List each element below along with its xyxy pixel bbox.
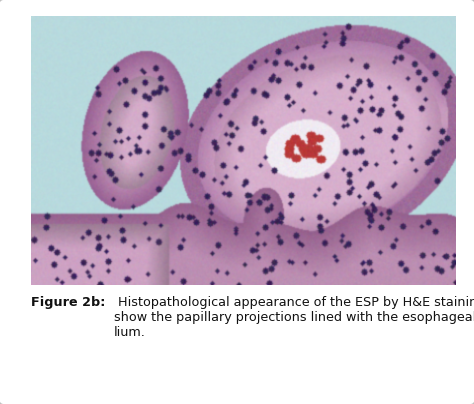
Text: Figure 2b:: Figure 2b: <box>31 296 105 309</box>
Text: Histopathological appearance of the ESP by H&E staining 200X
show the papillary : Histopathological appearance of the ESP … <box>114 296 474 339</box>
